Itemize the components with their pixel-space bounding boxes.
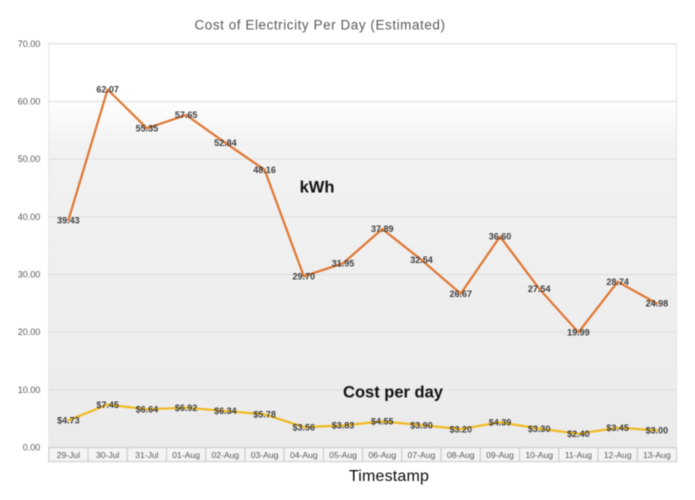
- y-tick-label: 0.00: [23, 443, 41, 453]
- data-label-kwh: 29.70: [293, 271, 316, 281]
- data-label-kwh: 19.99: [567, 327, 590, 337]
- data-label-cost-per-day: $7.45: [96, 400, 119, 410]
- y-tick-label: 40.00: [18, 212, 41, 222]
- data-label-cost-per-day: $4.55: [371, 417, 394, 427]
- x-category-label: 01-Aug: [172, 450, 200, 460]
- x-category-label: 13-Aug: [643, 450, 671, 460]
- data-label-cost-per-day: $3.30: [528, 424, 551, 434]
- x-category-label: 12-Aug: [604, 450, 632, 460]
- data-label-cost-per-day: $3.83: [332, 421, 355, 431]
- x-axis-title: Timestamp: [348, 468, 430, 485]
- data-label-cost-per-day: $5.78: [253, 409, 276, 419]
- data-label-kwh: 55.35: [136, 123, 159, 133]
- y-tick-label: 70.00: [18, 39, 41, 49]
- data-label-kwh: 24.98: [646, 299, 669, 309]
- data-label-cost-per-day: $6.34: [214, 406, 237, 416]
- x-category-label: 04-Aug: [290, 450, 318, 460]
- data-label-kwh: 28.74: [606, 277, 629, 287]
- chart-title: Cost of Electricity Per Day (Estimated): [194, 17, 446, 33]
- data-label-kwh: 57.65: [175, 110, 198, 120]
- data-label-kwh: 37.89: [371, 224, 394, 234]
- data-label-kwh: 32.54: [410, 255, 433, 265]
- series-label-cost-per-day: Cost per day: [343, 383, 443, 402]
- data-label-kwh: 31.95: [332, 258, 355, 268]
- data-label-cost-per-day: $3.20: [449, 424, 472, 434]
- data-label-kwh: 62.07: [96, 85, 119, 95]
- x-category-label: 08-Aug: [447, 450, 475, 460]
- x-category-label: 05-Aug: [329, 450, 357, 460]
- x-category-label: 11-Aug: [565, 450, 592, 460]
- data-label-kwh: 48.16: [253, 165, 276, 175]
- data-label-kwh: 52.84: [214, 138, 237, 148]
- data-label-cost-per-day: $4.39: [489, 417, 512, 427]
- x-category-label: 06-Aug: [368, 450, 396, 460]
- x-category-label: 31-Jul: [135, 450, 158, 460]
- x-category-label: 29-Jul: [57, 450, 80, 460]
- data-label-kwh: 39.43: [57, 215, 80, 225]
- data-label-cost-per-day: $3.00: [646, 425, 669, 435]
- data-label-cost-per-day: $3.90: [410, 420, 433, 430]
- x-category-label: 03-Aug: [251, 450, 279, 460]
- x-category-label: 10-Aug: [525, 450, 553, 460]
- y-tick-label: 10.00: [18, 385, 41, 395]
- data-label-cost-per-day: $2.40: [567, 429, 590, 439]
- data-label-cost-per-day: $6.64: [136, 404, 159, 414]
- x-category-label: 02-Aug: [211, 450, 239, 460]
- x-category-label: 09-Aug: [486, 450, 514, 460]
- x-category-label: 07-Aug: [408, 450, 436, 460]
- data-label-kwh: 27.54: [528, 284, 551, 294]
- data-label-cost-per-day: $3.56: [293, 422, 316, 432]
- series-label-kwh: kWh: [299, 178, 335, 197]
- x-category-cell: [636, 447, 677, 463]
- data-label-cost-per-day: $3.45: [606, 423, 629, 433]
- x-category-label: 30-Jul: [96, 450, 119, 460]
- y-tick-label: 50.00: [18, 154, 41, 164]
- y-tick-label: 60.00: [18, 96, 41, 106]
- data-label-cost-per-day: $6.92: [175, 403, 198, 413]
- y-tick-label: 20.00: [18, 327, 41, 337]
- y-tick-label: 30.00: [18, 270, 41, 280]
- data-label-cost-per-day: $4.73: [57, 416, 80, 426]
- data-label-kwh: 26.67: [449, 289, 472, 299]
- series-line-kwh: [67, 88, 659, 334]
- series-line-cost-per-day: [67, 403, 659, 435]
- data-label-kwh: 36.60: [489, 232, 512, 242]
